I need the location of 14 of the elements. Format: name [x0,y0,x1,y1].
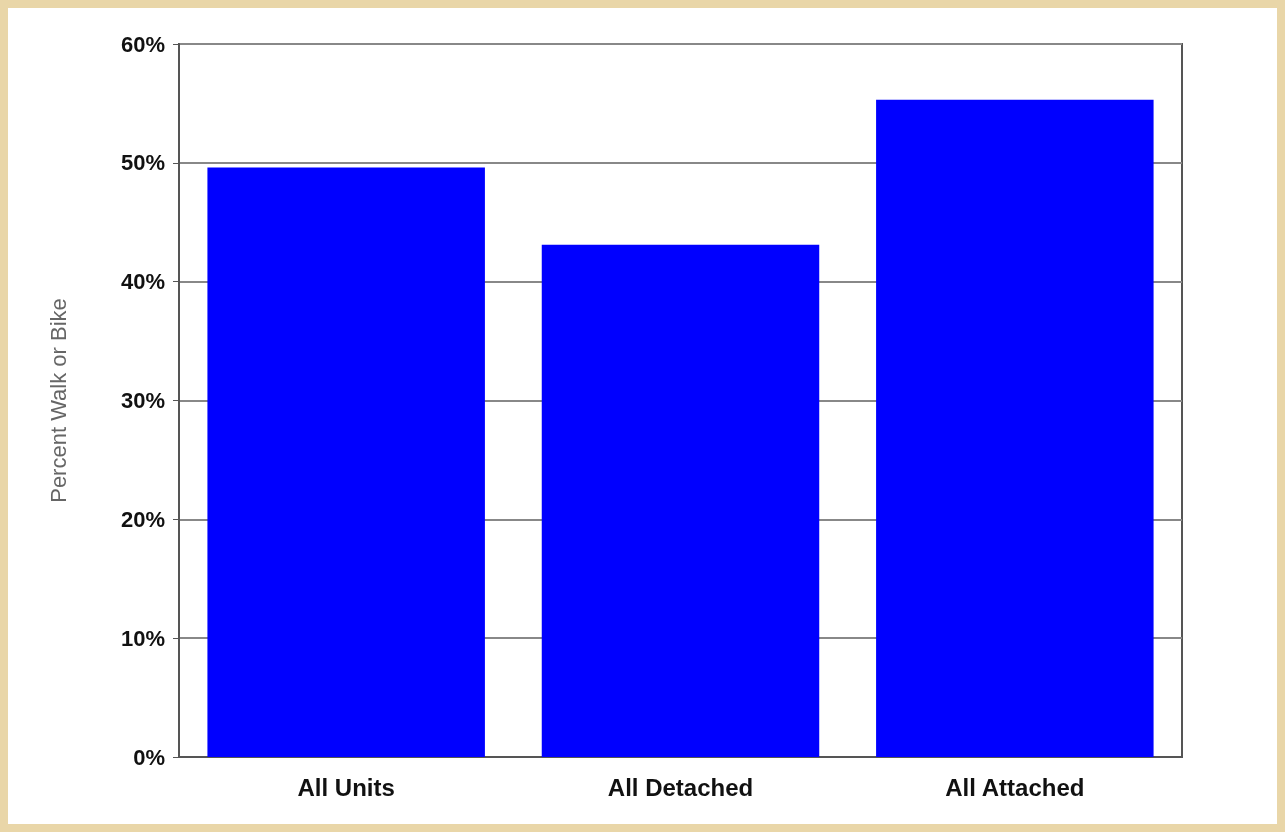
x-tick-label: All Attached [945,773,1085,801]
bar [207,167,485,757]
y-tick-label: 40% [120,269,165,295]
y-tick-label: 10% [120,625,165,651]
y-tick-label: 0% [133,744,165,770]
x-tick-label: All Detached [607,773,754,801]
y-tick-label: 20% [120,506,165,532]
y-tick-label: 30% [120,388,165,413]
bar [876,99,1154,757]
y-tick-label: 50% [120,150,165,176]
y-tick-label: 60% [120,31,165,57]
y-axis-title: Percent Walk or Bike [45,298,71,503]
x-tick-label: All Units [297,773,395,801]
bar [541,244,820,757]
